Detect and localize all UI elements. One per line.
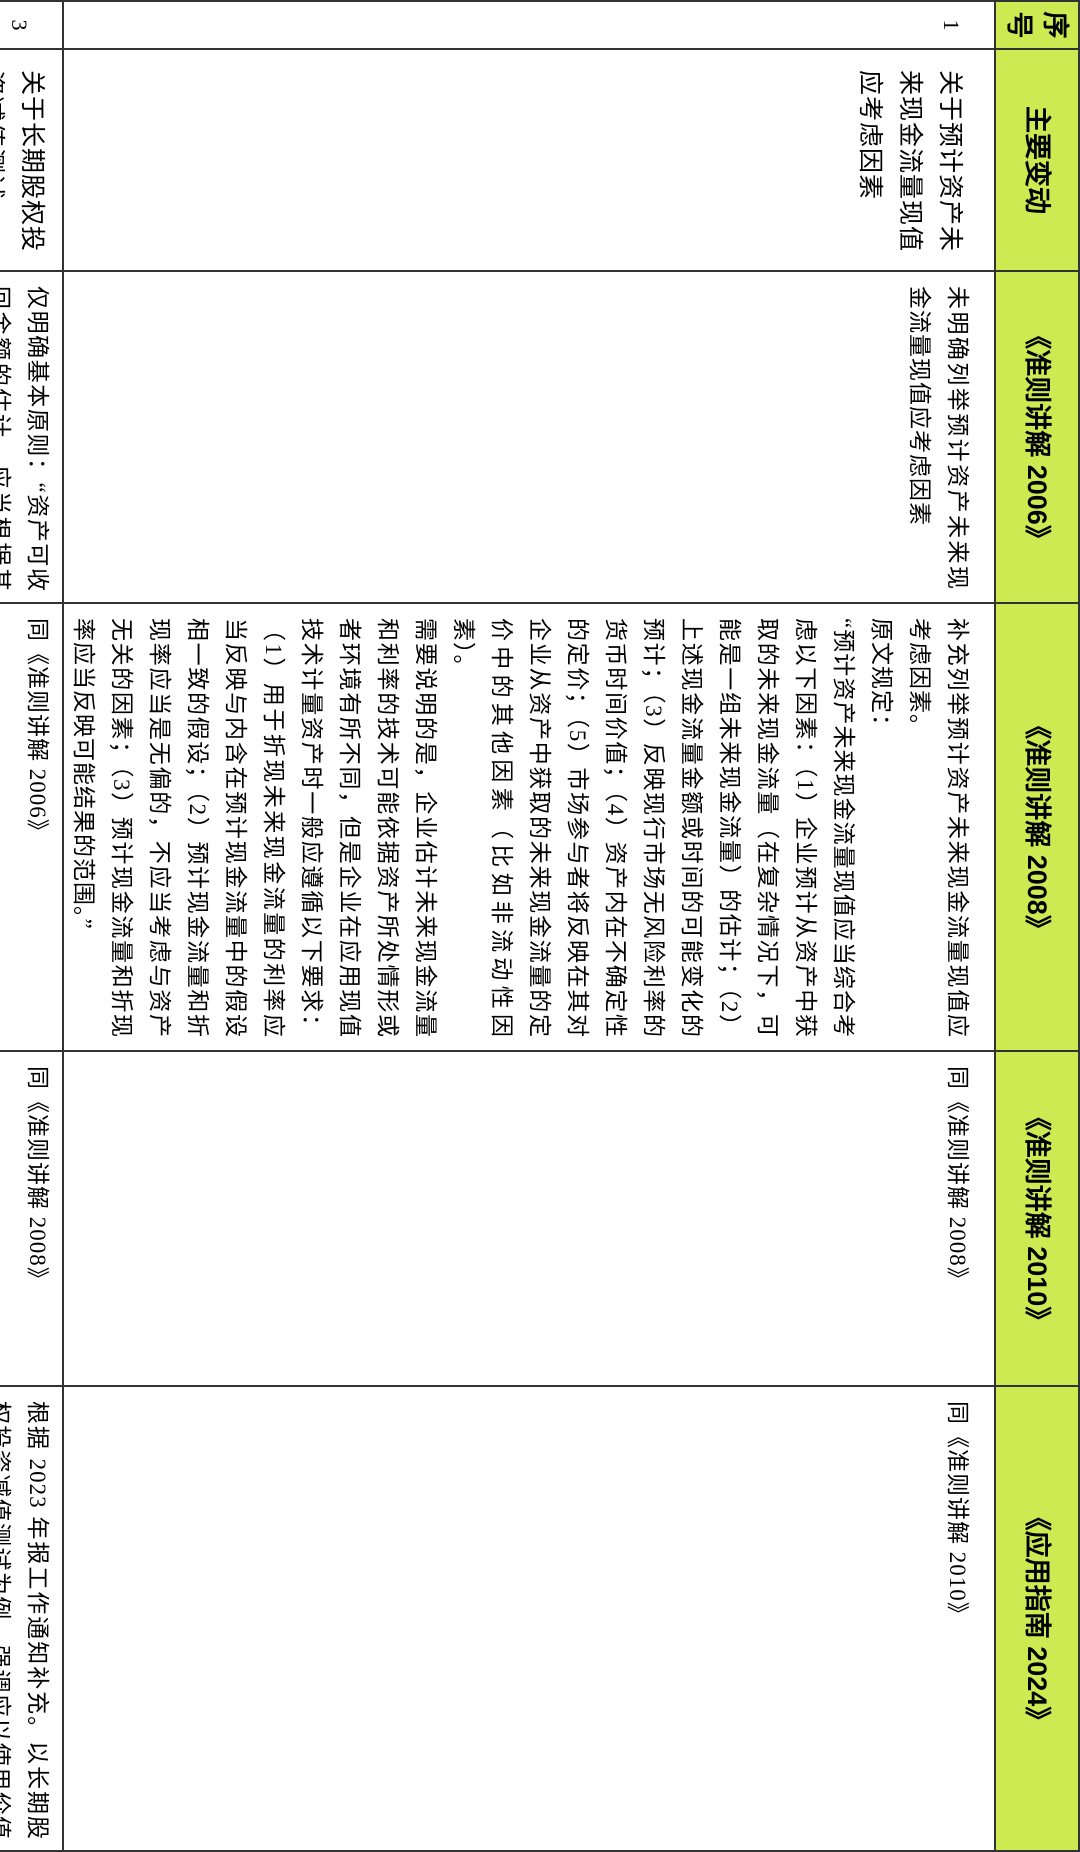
header-no: 序号 [995, 1, 1079, 49]
table-row: 1 关于预计资产未来现金流量现值应考虑因素 未明确列举预计资产未来现金流量现值应… [63, 1, 995, 1851]
row-2006: 仅明确基本原则：“资产可收回金额的估计，应当根据其公允价值减去处置费用后的净额与… [0, 271, 63, 603]
table-row: 3 关于长期股权投资减值测试 仅明确基本原则：“资产可收回金额的估计，应当根据其… [0, 1, 63, 1851]
row-2010: 同《准则讲解 2008》 [0, 1051, 63, 1386]
row-no: 1 [63, 1, 995, 49]
row-2006: 未明确列举预计资产未来现金流量现值应考虑因素 [63, 271, 995, 603]
row-2010: 同《准则讲解 2008》 [63, 1051, 995, 1386]
row-2024: 根据 2023 年报工作通知补充。以长期股权投资减值测试为例，强调应以使用价值和… [0, 1386, 63, 1851]
header-2024: 《应用指南 2024》 [995, 1386, 1079, 1851]
header-2010: 《准则讲解 2010》 [995, 1051, 1079, 1386]
table-header-row: 序号 主要变动 《准则讲解 2006》 《准则讲解 2008》 《准则讲解 20… [995, 1, 1079, 1851]
row-change: 关于预计资产未来现金流量现值应考虑因素 [63, 49, 995, 271]
header-change: 主要变动 [995, 49, 1079, 271]
header-2008: 《准则讲解 2008》 [995, 603, 1079, 1051]
row-2008: 同《准则讲解 2006》 [0, 603, 63, 1051]
row-no: 3 [0, 1, 63, 49]
row-2008: 补充列举预计资产未来现金流量现值应考虑因素。 原文规定： “预计资产未来现金流量… [63, 603, 995, 1051]
header-2006: 《准则讲解 2006》 [995, 271, 1079, 603]
row-change: 关于长期股权投资减值测试 [0, 49, 63, 271]
row-2024: 同《准则讲解 2010》 [63, 1386, 995, 1851]
